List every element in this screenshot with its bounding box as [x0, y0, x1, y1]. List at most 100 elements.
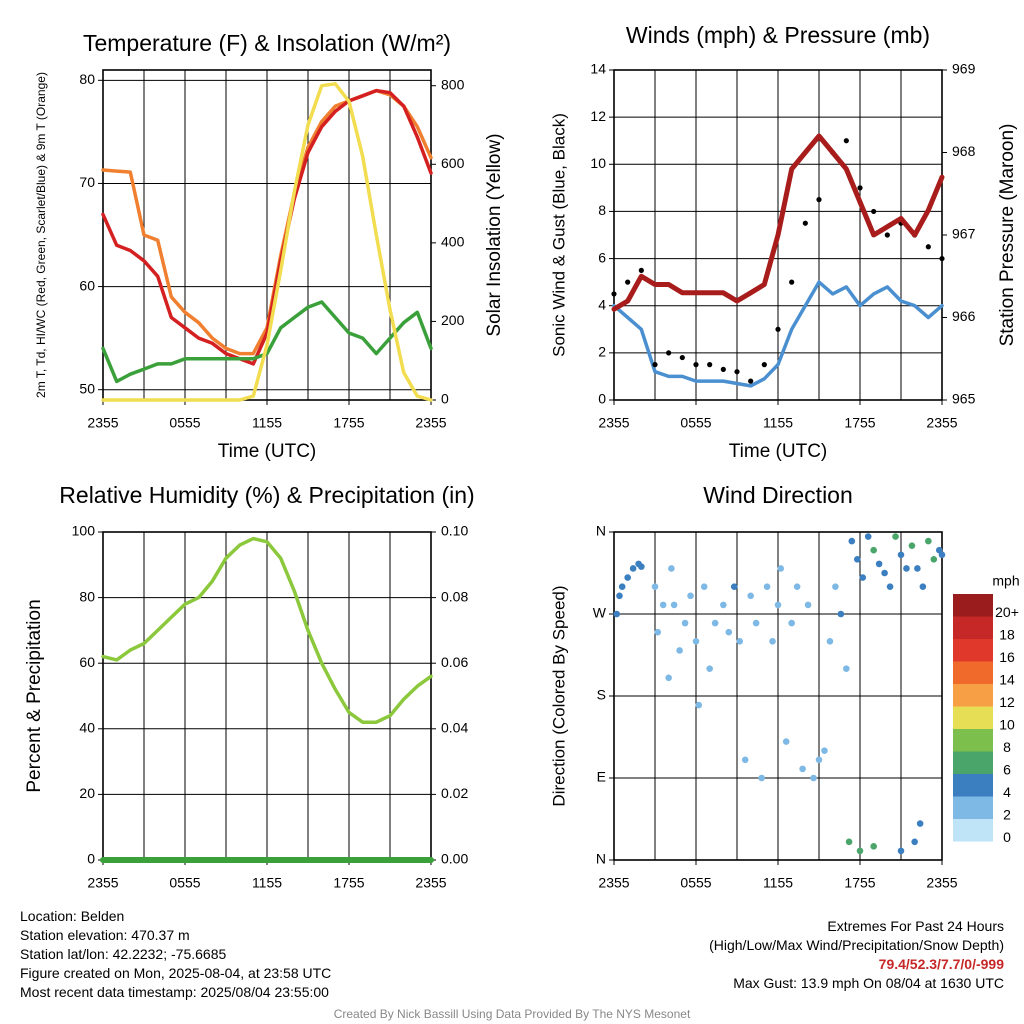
- y-tick-3-0: N: [596, 851, 606, 867]
- y-label-right-1: Station Pressure (Maroon): [997, 124, 1018, 347]
- y-label-right-0: Solar Insolation (Yellow): [484, 133, 505, 336]
- y-tick-1-3: 6: [598, 249, 606, 265]
- direction-point-7: [651, 583, 659, 590]
- direction-point-15: [687, 592, 694, 600]
- info-location: Location: Belden: [20, 908, 125, 924]
- x-tick-2-0: 2355: [87, 875, 118, 891]
- y-label-0: 2m T, Td, HI/WC (Red, Green, Scarlet/Blu…: [34, 72, 48, 398]
- direction-point-42: [832, 583, 839, 590]
- direction-point-51: [881, 569, 888, 577]
- y-tick-3-4: N: [596, 523, 606, 539]
- direction-point-41: [826, 638, 834, 645]
- station-info: Location: Belden Station elevation: 470.…: [20, 907, 331, 1002]
- colorbar-label-9: 2: [1003, 806, 1011, 822]
- gust-point-2: [638, 267, 644, 273]
- x-tick-1-4: 2355: [926, 415, 957, 431]
- direction-point-45: [848, 537, 856, 545]
- series-line-2-0: [101, 536, 433, 724]
- colorbar-label-6: 8: [1003, 739, 1011, 755]
- x-tick-3-3: 1755: [844, 875, 875, 891]
- direction-point-0: [613, 610, 621, 618]
- extremes-title: Extremes For Past 24 Hours: [827, 918, 1004, 934]
- direction-point-34: [788, 619, 795, 627]
- direction-point-36: [799, 765, 806, 773]
- extremes-subtitle: (High/Low/Max Wind/Precipitation/Snow De…: [709, 937, 1004, 953]
- y-tick-3-1: E: [597, 769, 606, 785]
- colorbar-label-10: 0: [1003, 829, 1011, 845]
- x-tick-0-3: 1755: [333, 415, 364, 431]
- direction-point-53: [892, 533, 899, 540]
- direction-point-37: [804, 601, 812, 609]
- y-tick-right-2-2: 0.04: [441, 720, 468, 736]
- y-tick-right-1-0: 965: [952, 391, 976, 407]
- series-line-1-2: [611, 133, 945, 312]
- direction-point-13: [676, 647, 683, 654]
- direction-point-40: [821, 747, 828, 754]
- colorbar-swatch-7: [953, 751, 993, 774]
- y-tick-0-0: 50: [79, 380, 95, 396]
- direction-point-63: [845, 838, 853, 846]
- y-label-3: Direction (Colored By Speed): [549, 585, 568, 806]
- y-tick-1-2: 4: [598, 296, 606, 312]
- y-tick-right-0-3: 600: [441, 155, 465, 171]
- y-tick-right-0-4: 800: [441, 76, 465, 92]
- y-tick-right-1-2: 967: [952, 226, 976, 242]
- colorbar-swatch-6: [953, 729, 993, 752]
- y-tick-right-1-3: 968: [952, 143, 976, 159]
- colorbar-swatch-8: [953, 774, 993, 797]
- direction-point-4: [629, 565, 637, 572]
- direction-point-14: [681, 619, 689, 627]
- direction-point-46: [853, 556, 861, 563]
- colorbar-label-0: 20+: [995, 604, 1019, 620]
- y-tick-2-3: 60: [79, 654, 95, 670]
- info-recent: Most recent data timestamp: 2025/08/04 2…: [20, 984, 329, 1000]
- direction-point-18: [700, 583, 708, 590]
- gust-point-1: [625, 279, 631, 285]
- gust-point-23: [925, 244, 931, 250]
- colorbar-swatch-9: [953, 796, 993, 819]
- direction-point-67: [911, 838, 918, 846]
- x-tick-3-4: 2355: [926, 875, 957, 891]
- gust-point-19: [871, 208, 877, 215]
- series-line-1-0: [612, 280, 944, 388]
- direction-point-64: [856, 847, 864, 855]
- direction-point-24: [736, 638, 744, 645]
- colorbar-label-2: 16: [999, 649, 1015, 665]
- y-tick-3-3: W: [593, 605, 607, 621]
- direction-point-54: [897, 551, 905, 559]
- direction-point-30: [769, 638, 776, 645]
- direction-point-38: [810, 774, 817, 782]
- direction-point-62: [938, 551, 946, 559]
- y-tick-0-1: 60: [79, 277, 95, 293]
- direction-point-58: [919, 583, 927, 590]
- y-tick-right-0-2: 400: [441, 234, 465, 250]
- series-line-0-1: [101, 88, 433, 366]
- x-tick-2-4: 2355: [415, 875, 446, 891]
- gust-point-10: [748, 378, 754, 384]
- gust-point-13: [789, 279, 795, 285]
- y-tick-right-2-0: 0.00: [441, 851, 468, 867]
- y-tick-0-3: 80: [79, 71, 95, 87]
- chart-title-1: Winds (mph) & Pressure (mb): [626, 22, 930, 48]
- x-tick-0-4: 2355: [415, 415, 446, 431]
- extremes-values: 79.4/52.3/7.7/0/-999: [878, 956, 1004, 972]
- y-tick-2-4: 80: [79, 588, 95, 604]
- direction-point-48: [864, 533, 872, 540]
- y-tick-1-7: 14: [590, 61, 606, 77]
- direction-point-55: [903, 565, 910, 572]
- direction-point-35: [793, 583, 801, 590]
- direction-point-22: [725, 628, 733, 636]
- extremes-info: Extremes For Past 24 Hours (High/Low/Max…: [709, 917, 1004, 993]
- info-elevation: Station elevation: 470.37 m: [20, 927, 190, 943]
- x-tick-1-2: 1155: [763, 415, 793, 431]
- x-tick-0-2: 1155: [252, 415, 282, 431]
- y-tick-right-1-1: 966: [952, 308, 976, 324]
- colorbar-label-4: 12: [999, 694, 1015, 710]
- gust-point-4: [666, 350, 672, 356]
- info-latlon: Station lat/lon: 42.2232; -75.6685: [20, 946, 227, 962]
- colorbar-unit: mph: [992, 573, 1019, 589]
- x-tick-2-2: 1155: [252, 875, 282, 891]
- direction-point-60: [930, 556, 938, 563]
- y-tick-right-0-1: 200: [441, 312, 465, 328]
- gust-point-8: [720, 366, 726, 372]
